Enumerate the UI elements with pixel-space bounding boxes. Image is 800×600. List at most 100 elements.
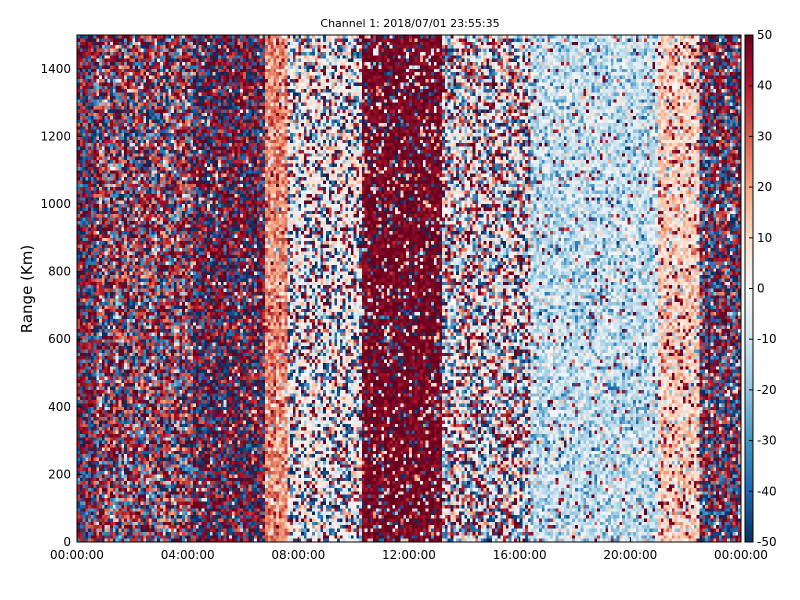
heatmap-cell xyxy=(135,403,138,407)
heatmap-cell xyxy=(101,349,105,353)
heatmap-cell xyxy=(151,285,155,289)
heatmap-cell xyxy=(96,251,100,255)
heatmap-cell xyxy=(151,139,155,144)
heatmap-cell xyxy=(85,68,89,73)
heatmap-cell xyxy=(77,204,80,208)
heatmap-cell xyxy=(93,318,97,323)
heatmap-cell xyxy=(118,430,122,434)
heatmap-cell xyxy=(146,41,149,46)
heatmap-cell xyxy=(162,109,166,113)
heatmap-cell xyxy=(165,109,169,113)
heatmap-cell xyxy=(137,48,141,52)
heatmap-cell xyxy=(88,416,91,421)
heatmap-cell xyxy=(121,99,125,103)
heatmap-cell xyxy=(121,460,125,465)
heatmap-cell xyxy=(77,312,80,316)
heatmap-cell xyxy=(135,315,138,319)
heatmap-cell xyxy=(160,126,163,130)
heatmap-cell xyxy=(157,112,161,117)
heatmap-cell xyxy=(110,481,114,485)
heatmap-cell xyxy=(115,521,119,526)
heatmap-cell xyxy=(154,318,158,323)
heatmap-cell xyxy=(160,166,163,171)
heatmap-cell xyxy=(77,383,80,387)
heatmap-cell xyxy=(90,149,94,154)
heatmap-cell xyxy=(162,400,166,404)
heatmap-cell xyxy=(77,420,80,424)
heatmap-cell xyxy=(162,376,166,380)
heatmap-cell xyxy=(121,251,125,255)
heatmap-cell xyxy=(101,352,105,357)
heatmap-cell xyxy=(126,308,130,313)
heatmap-cell xyxy=(157,467,161,472)
heatmap-cell xyxy=(115,447,119,451)
heatmap-cell xyxy=(151,109,155,113)
heatmap-cell xyxy=(137,433,141,438)
heatmap-cell xyxy=(157,241,161,245)
heatmap-cell xyxy=(99,491,102,495)
heatmap-cell xyxy=(90,183,94,188)
heatmap-cell xyxy=(112,261,116,265)
heatmap-cell xyxy=(124,362,127,367)
heatmap-cell xyxy=(143,406,147,411)
heatmap-cell xyxy=(90,170,94,174)
heatmap-cell xyxy=(137,227,141,232)
heatmap-cell xyxy=(151,345,155,350)
heatmap-cell xyxy=(154,477,158,482)
heatmap-cell xyxy=(104,400,108,404)
heatmap-cell xyxy=(107,295,111,299)
heatmap-cell xyxy=(129,78,133,83)
heatmap-cell xyxy=(135,258,138,262)
heatmap-cell xyxy=(121,420,125,424)
heatmap-cell xyxy=(77,352,80,357)
heatmap-cell xyxy=(137,136,141,140)
heatmap-cell xyxy=(77,139,80,144)
heatmap-cell xyxy=(110,383,114,387)
heatmap-cell xyxy=(104,180,108,184)
heatmap-cell xyxy=(135,274,138,279)
heatmap-cell xyxy=(148,85,152,90)
heatmap-cell xyxy=(77,109,80,113)
heatmap-cell xyxy=(90,51,94,56)
heatmap-cell xyxy=(93,109,97,113)
heatmap-cell xyxy=(107,126,111,130)
heatmap-cell xyxy=(93,231,97,235)
heatmap-cell xyxy=(99,68,102,73)
heatmap-cell xyxy=(151,35,155,39)
heatmap-cell xyxy=(165,149,169,154)
heatmap-cell xyxy=(79,220,83,225)
heatmap-cell xyxy=(96,281,100,286)
heatmap-cell xyxy=(162,356,166,360)
heatmap-cell xyxy=(82,386,86,390)
heatmap-cell xyxy=(90,92,94,96)
heatmap-cell xyxy=(88,518,91,522)
heatmap-cell xyxy=(137,180,141,184)
heatmap-cell xyxy=(110,308,114,313)
heatmap-cell xyxy=(112,420,116,424)
heatmap-cell xyxy=(118,51,122,56)
heatmap-cell xyxy=(107,329,111,333)
heatmap-cell xyxy=(99,187,102,191)
heatmap-cell xyxy=(118,92,122,96)
heatmap-cell xyxy=(93,217,97,221)
heatmap-cell xyxy=(90,193,94,198)
heatmap-cell xyxy=(88,322,91,326)
heatmap-cell xyxy=(90,342,94,347)
heatmap-cell xyxy=(93,491,97,495)
heatmap-cell xyxy=(112,247,116,252)
heatmap-cell xyxy=(82,55,86,59)
heatmap-cell xyxy=(77,332,80,336)
heatmap-cell xyxy=(88,484,91,488)
heatmap-cell xyxy=(129,65,133,69)
heatmap-cell xyxy=(148,518,152,522)
heatmap-cell xyxy=(124,454,127,458)
heatmap-cell xyxy=(154,291,158,296)
heatmap-cell xyxy=(99,471,102,475)
heatmap-cell xyxy=(151,501,155,505)
heatmap-cell xyxy=(160,359,163,363)
heatmap-cell xyxy=(99,166,102,171)
heatmap-cell xyxy=(110,454,114,458)
heatmap-cell xyxy=(115,389,119,394)
heatmap-cell xyxy=(135,471,138,475)
heatmap-cell xyxy=(137,122,141,127)
